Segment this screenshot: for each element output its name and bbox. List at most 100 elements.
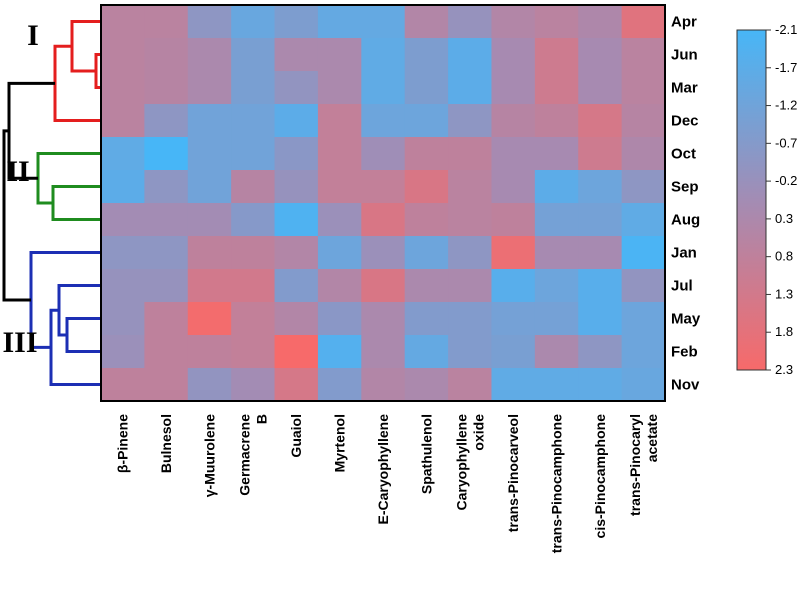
column-label: trans-Pinocaryl (627, 414, 643, 516)
heatmap-cell (187, 335, 232, 369)
heatmap-cell (491, 203, 536, 237)
heatmap-cell (317, 71, 362, 105)
heatmap-cell (621, 170, 666, 204)
heatmap-cell (448, 335, 492, 369)
color-legend: -2.1 -1.7 -1.2 -0.7 -0.2 0.3 0.8 1.3 1.8 2.3 (736, 22, 797, 377)
heatmap-cell (101, 302, 145, 336)
heatmap-cell (144, 236, 189, 270)
heatmap-cell (578, 269, 623, 303)
heatmap-cell (491, 38, 536, 72)
row-label: Jul (671, 278, 693, 295)
column-label: trans-Pinocamphone (549, 414, 565, 553)
heatmap-cell (491, 302, 536, 336)
column-label: γ-Muurolene (201, 414, 217, 497)
heatmap-cell (231, 269, 276, 303)
heatmap-cell (101, 203, 145, 237)
column-label: oxide (470, 414, 486, 451)
column-label: Myrtenol (332, 414, 348, 472)
legend-tick-label: -1.7 (775, 60, 797, 75)
row-label: Jun (671, 47, 698, 64)
heatmap-cell (534, 71, 579, 105)
heatmap-cell (361, 170, 406, 204)
heatmap-cell (361, 5, 406, 39)
heatmap-cell (231, 302, 276, 336)
heatmap-cell (534, 302, 579, 336)
heatmap-cell (144, 71, 189, 105)
heatmap-cell (534, 335, 579, 369)
heatmap-cell (317, 335, 362, 369)
heatmap-cell (274, 71, 319, 105)
heatmap-cell (187, 269, 232, 303)
heatmap-cell (187, 302, 232, 336)
heatmap-cell (187, 368, 232, 402)
heatmap-cells (101, 5, 666, 402)
row-label: Oct (671, 146, 696, 163)
heatmap-cell (101, 236, 145, 270)
column-label: Spathulenol (418, 414, 434, 494)
heatmap-cell (578, 5, 623, 39)
heatmap-cell (448, 71, 492, 105)
heatmap-cell (621, 137, 666, 171)
heatmap-cell (231, 203, 276, 237)
column-label: B (253, 414, 269, 424)
row-label: Aug (671, 212, 700, 229)
legend-tick-label: -0.2 (775, 173, 797, 188)
heatmap-cell (404, 302, 449, 336)
heatmap-cell (101, 368, 145, 402)
heatmap-cell (404, 236, 449, 270)
dendrogram-branch (57, 284, 101, 337)
column-label: E-Caryophyllene (375, 414, 391, 525)
dendrogram-root-branch (2, 129, 31, 302)
heatmap-cell (621, 71, 666, 105)
heatmap-cell (317, 368, 362, 402)
heatmap-cell (404, 5, 449, 39)
heatmap-cell (534, 269, 579, 303)
heatmap-cell (491, 269, 536, 303)
heatmap-cell (361, 137, 406, 171)
heatmap-cell (144, 137, 189, 171)
heatmap-cell (361, 368, 406, 402)
heatmap-cell (361, 269, 406, 303)
heatmap-cell (274, 368, 319, 402)
heatmap-cell (231, 236, 276, 270)
column-label: acetate (644, 414, 660, 462)
heatmap-cell (274, 170, 319, 204)
heatmap-cell (274, 104, 319, 138)
heatmap-cell (361, 302, 406, 336)
legend-colorbar (736, 29, 767, 371)
heatmap-cell (621, 368, 666, 402)
heatmap-cell (621, 302, 666, 336)
heatmap-cell (274, 137, 319, 171)
heatmap-cell (491, 137, 536, 171)
row-label: Mar (671, 80, 698, 97)
legend-tick-label: 0.3 (775, 211, 793, 226)
heatmap-cell (621, 5, 666, 39)
cluster-label: I (27, 19, 39, 52)
heatmap-cell (491, 170, 536, 204)
heatmap-cell (578, 71, 623, 105)
legend-tick-label: -1.2 (775, 98, 797, 113)
heatmap-cell (621, 335, 666, 369)
legend-tick-label: -2.1 (775, 22, 797, 37)
heatmap-cell (317, 269, 362, 303)
heatmap-cell (534, 203, 579, 237)
heatmap-cell (448, 368, 492, 402)
heatmap-cell (231, 104, 276, 138)
heatmap-cell (317, 104, 362, 138)
heatmap-cell (144, 38, 189, 72)
heatmap-cell (101, 137, 145, 171)
heatmap-cell (448, 269, 492, 303)
heatmap-cell (404, 137, 449, 171)
heatmap-cell (404, 203, 449, 237)
heatmap-cell (231, 335, 276, 369)
heatmap-cell (448, 236, 492, 270)
heatmap-cell (361, 104, 406, 138)
heatmap-cell (361, 71, 406, 105)
heatmap-cell (448, 104, 492, 138)
heatmap-cell (274, 269, 319, 303)
cluster-label: III (2, 326, 37, 359)
heatmap-cell (144, 368, 189, 402)
heatmap-cell (404, 104, 449, 138)
heatmap-cell (144, 104, 189, 138)
